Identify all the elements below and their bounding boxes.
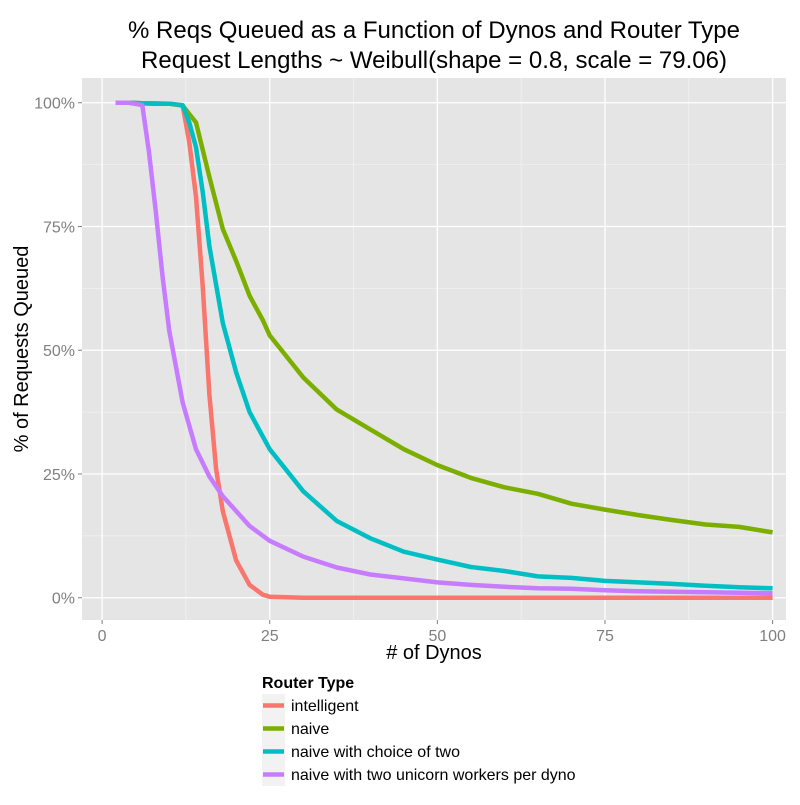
grid-minor	[82, 78, 786, 620]
legend: Router Type intelligent naive naive with c…	[262, 675, 576, 786]
legend-label: intelligent	[291, 698, 359, 715]
legend-label: naive	[291, 721, 329, 738]
series-lines	[115, 100, 773, 600]
y-tick-label: 75%	[43, 219, 75, 236]
x-axis-ticks: 0 25 50 75 100	[98, 620, 786, 645]
y-tick-label: 100%	[34, 96, 75, 113]
legend-label: naive with choice of two	[291, 744, 460, 761]
x-axis-label: # of Dynos	[386, 642, 482, 664]
plot-panel	[82, 78, 786, 620]
series-line-4	[115, 100, 773, 596]
x-tick-label: 50	[428, 628, 446, 645]
y-tick-label: 50%	[43, 343, 75, 360]
x-tick-label: 0	[98, 628, 107, 645]
series-line-3	[115, 100, 773, 591]
x-tick-label: 25	[261, 628, 279, 645]
legend-title: Router Type	[262, 675, 354, 692]
y-tick-label: 0%	[52, 591, 75, 608]
x-tick-label: 75	[596, 628, 614, 645]
y-tick-label: 25%	[43, 467, 75, 484]
y-axis-label: % of Requests Queued	[11, 246, 33, 453]
y-axis-ticks: 0% 25% 50% 75% 100%	[34, 96, 82, 608]
legend-items: intelligent naive naive with choice of two…	[262, 694, 576, 786]
chart-subtitle: Request Lengths ~ Weibull(shape = 0.8, s…	[141, 47, 727, 74]
legend-label: naive with two unicorn workers per dyno	[291, 767, 576, 784]
x-tick-label: 100	[759, 628, 786, 645]
chart-title: % Reqs Queued as a Function of Dynos and…	[128, 17, 740, 44]
